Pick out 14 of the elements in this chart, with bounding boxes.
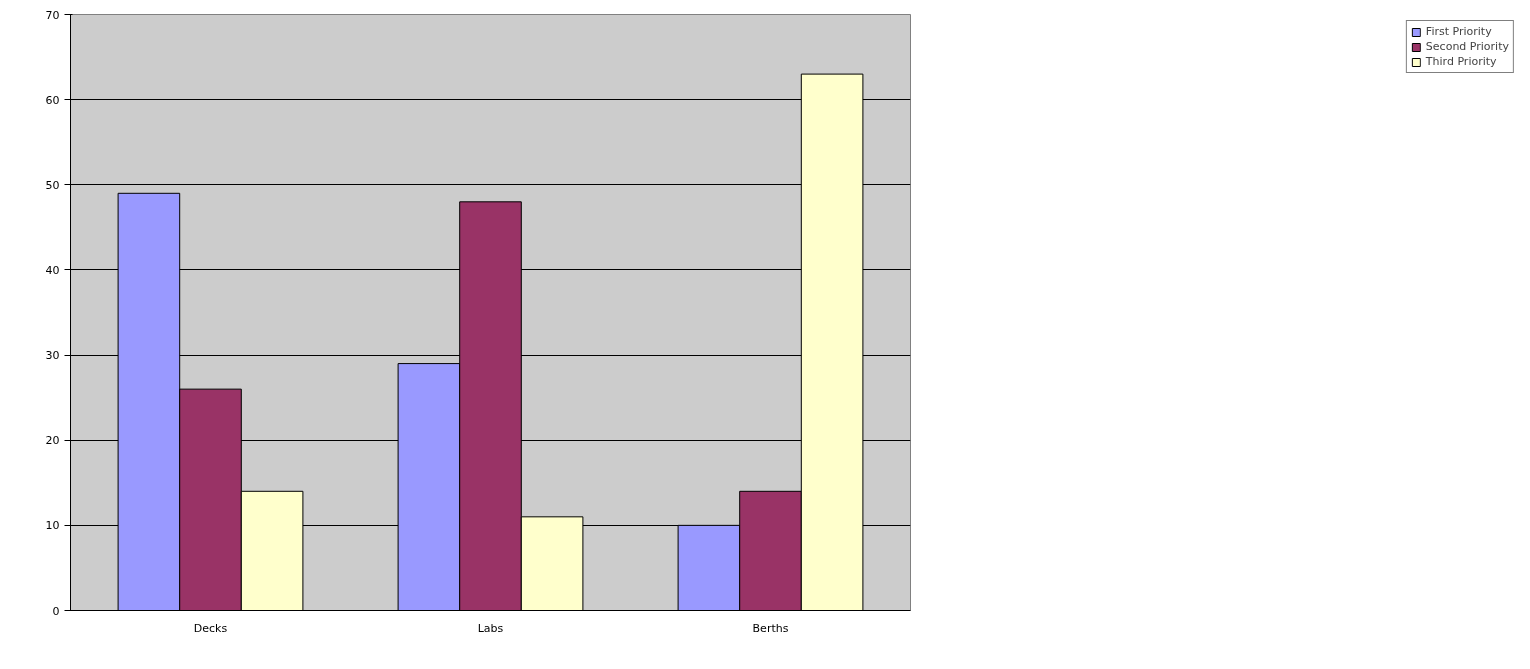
x-tick-label: Labs <box>477 621 504 635</box>
y-tick-label: 60 <box>45 93 60 107</box>
legend-label: First Priority <box>1425 25 1492 38</box>
y-tick-label: 30 <box>45 349 60 363</box>
legend-label: Second Priority <box>1425 40 1509 53</box>
legend-label: Third Priority <box>1425 55 1497 68</box>
y-tick-label: 0 <box>52 604 60 618</box>
y-tick-label: 20 <box>45 434 60 448</box>
y-tick-label: 50 <box>45 178 60 192</box>
y-tick-label: 40 <box>45 263 60 277</box>
y-tick-label: 10 <box>45 519 60 533</box>
x-tick-label: Decks <box>193 621 228 635</box>
x-tick-label: Berths <box>752 621 789 635</box>
y-tick-label: 70 <box>45 8 60 22</box>
